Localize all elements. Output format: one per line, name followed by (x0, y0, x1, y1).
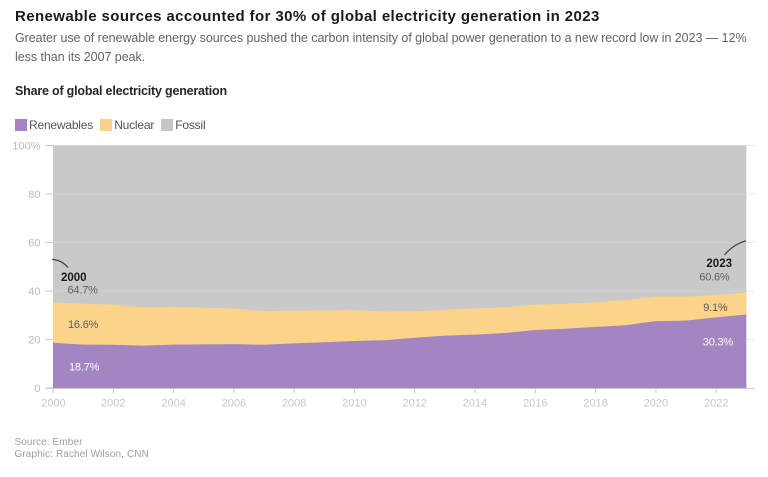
svg-text:80: 80 (28, 189, 40, 201)
svg-text:2004: 2004 (161, 398, 185, 410)
svg-text:2023: 2023 (706, 258, 732, 270)
svg-text:18.7%: 18.7% (69, 362, 100, 374)
svg-text:2008: 2008 (282, 398, 306, 410)
svg-text:100%: 100% (12, 141, 40, 153)
svg-text:2000: 2000 (61, 272, 87, 284)
svg-text:2012: 2012 (402, 398, 426, 410)
svg-text:2000: 2000 (41, 398, 65, 410)
svg-text:20: 20 (28, 335, 40, 347)
svg-text:40: 40 (28, 286, 40, 298)
svg-text:2022: 2022 (704, 398, 728, 410)
svg-text:60.6%: 60.6% (699, 272, 730, 284)
svg-text:9.1%: 9.1% (703, 302, 728, 314)
svg-text:2010: 2010 (342, 398, 366, 410)
svg-text:16.6%: 16.6% (68, 319, 99, 331)
svg-text:64.7%: 64.7% (68, 285, 99, 297)
svg-text:2006: 2006 (222, 398, 246, 410)
svg-text:60: 60 (28, 238, 40, 250)
svg-text:30.3%: 30.3% (703, 336, 734, 348)
svg-text:2016: 2016 (523, 398, 547, 410)
svg-text:2014: 2014 (463, 398, 487, 410)
svg-text:2002: 2002 (101, 398, 125, 410)
svg-text:2020: 2020 (644, 398, 668, 410)
svg-text:2018: 2018 (583, 398, 607, 410)
svg-text:0: 0 (34, 383, 40, 395)
